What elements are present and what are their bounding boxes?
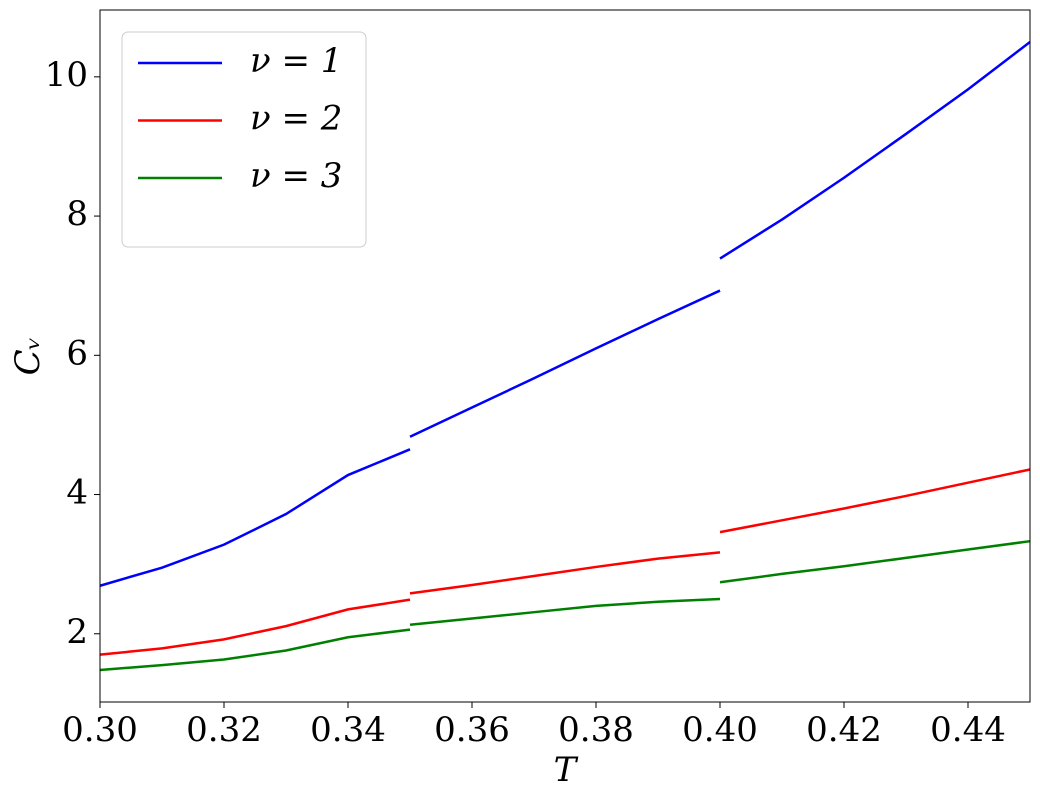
x-axis-label: T xyxy=(554,750,579,790)
y-tick-label: 2 xyxy=(66,612,88,652)
series-line xyxy=(99,41,1031,587)
x-tick-label: 0.36 xyxy=(434,710,510,750)
x-tick-label: 0.30 xyxy=(62,710,138,750)
y-tick-label: 8 xyxy=(66,194,88,234)
x-tick-label: 0.40 xyxy=(682,710,758,750)
plot-frame xyxy=(99,9,1031,703)
x-tick-label: 0.34 xyxy=(310,710,386,750)
legend-label: ν = 2 xyxy=(250,99,342,139)
x-tick-label: 0.32 xyxy=(186,710,262,750)
legend-label: ν = 1 xyxy=(250,41,342,81)
x-tick-label: 0.42 xyxy=(806,710,882,750)
x-tick-label: 0.38 xyxy=(558,710,634,750)
y-axis-label: Cᵥ xyxy=(8,337,48,376)
y-tick-label: 4 xyxy=(66,473,88,513)
series-line xyxy=(99,539,1031,672)
y-tick-label: 6 xyxy=(66,333,88,373)
legend-label: ν = 3 xyxy=(250,156,342,196)
legend-box xyxy=(121,31,367,248)
y-tick-label: 10 xyxy=(45,55,88,95)
series-line xyxy=(99,468,1031,656)
x-tick-label: 0.44 xyxy=(930,710,1006,750)
